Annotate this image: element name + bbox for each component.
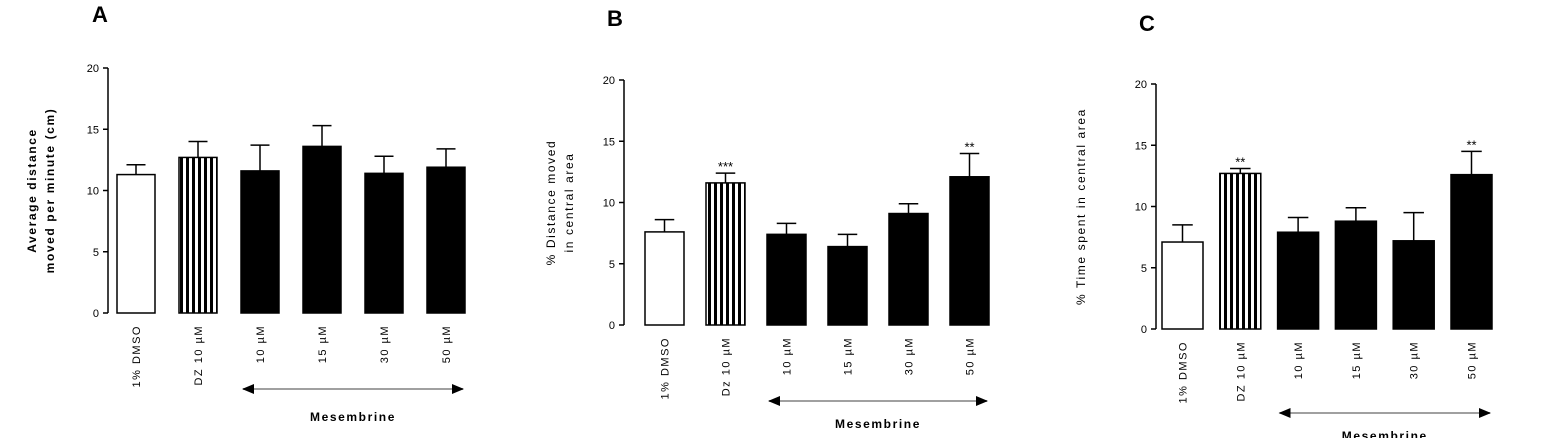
category-label: 30 µM [1409, 341, 1421, 379]
y-tick-label: 5 [1141, 263, 1147, 275]
category-label: 1% DMSO [660, 337, 672, 399]
y-tick-label: 10 [1135, 202, 1147, 214]
chart-panel-c: C 0 5 10 15 20 % Time spent in central area 1% … [1074, 11, 1493, 438]
y-axis-title: % Time spent in central area [1074, 108, 1088, 305]
y-tick-label: 0 [1141, 324, 1147, 336]
bar-a-1 [178, 156, 218, 314]
category-label: 15 µM [317, 325, 329, 363]
y-tick-label: 20 [87, 63, 99, 75]
group-label: Mesembrine [1342, 429, 1428, 438]
bar-b-4 [888, 212, 929, 326]
significance-label: *** [718, 159, 733, 174]
significance-label: ** [1466, 137, 1476, 152]
y-tick-label: 0 [93, 308, 99, 320]
category-label: 50 µM [441, 325, 453, 363]
category-label: Dz 10 µM [721, 337, 733, 396]
panel-letter: B [607, 6, 623, 31]
bar-a-2 [240, 170, 280, 314]
bar-b-1 [705, 182, 746, 326]
panel-letter: C [1139, 11, 1155, 36]
y-axis-title: moved per minute (cm) [43, 108, 57, 274]
bar-a-0 [116, 173, 156, 314]
bar-c-4 [1392, 240, 1435, 330]
bar-b-3 [827, 245, 868, 326]
category-label: DZ 10 µM [193, 325, 205, 386]
chart-panel-a: A 0 5 10 15 20 Average distance moved per minut… [25, 2, 466, 424]
chart-panel-b: B 0 5 10 15 20 % Distance moved in central area… [544, 6, 990, 431]
significance-label: ** [964, 140, 974, 155]
y-axis-title: in central area [562, 152, 576, 252]
category-label: 10 µM [1293, 341, 1305, 379]
y-axis-title: % Distance moved [544, 140, 558, 266]
bar-c-1 [1219, 172, 1262, 330]
category-label: 1% DMSO [131, 325, 143, 387]
significance-label: ** [1235, 155, 1245, 170]
group-label: Mesembrine [310, 410, 396, 424]
bar-b-2 [766, 233, 807, 326]
category-label: 30 µM [379, 325, 391, 363]
y-tick-label: 0 [609, 320, 615, 332]
y-axis-title: Average distance [25, 128, 39, 253]
y-tick-label: 20 [603, 75, 615, 87]
y-tick-label: 10 [87, 186, 99, 198]
bar-a-3 [302, 145, 342, 314]
panel-letter: A [92, 2, 108, 27]
y-tick-label: 15 [603, 136, 615, 148]
category-label: 10 µM [255, 325, 267, 363]
category-label: 1% DMSO [1178, 341, 1190, 403]
bar-b-0 [644, 231, 685, 326]
category-label: 30 µM [904, 337, 916, 375]
bar-a-4 [364, 172, 404, 314]
category-label: 15 µM [843, 337, 855, 375]
bar-b-5 [949, 176, 990, 326]
category-label: 50 µM [1467, 341, 1479, 379]
y-tick-label: 15 [1135, 140, 1147, 152]
y-tick-label: 5 [93, 247, 99, 259]
category-label: 10 µM [782, 337, 794, 375]
category-label: 50 µM [965, 337, 977, 375]
bar-c-2 [1276, 231, 1320, 330]
category-label: DZ 10 µM [1235, 341, 1247, 402]
y-tick-label: 5 [609, 259, 615, 271]
y-tick-label: 20 [1135, 79, 1147, 91]
category-label: 15 µM [1351, 341, 1363, 379]
bar-c-3 [1334, 220, 1378, 330]
bar-a-5 [426, 166, 466, 314]
bar-c-5 [1450, 173, 1493, 330]
y-tick-label: 15 [87, 124, 99, 136]
bar-c-0 [1161, 241, 1204, 330]
y-tick-label: 10 [603, 198, 615, 210]
group-label: Mesembrine [835, 417, 921, 431]
